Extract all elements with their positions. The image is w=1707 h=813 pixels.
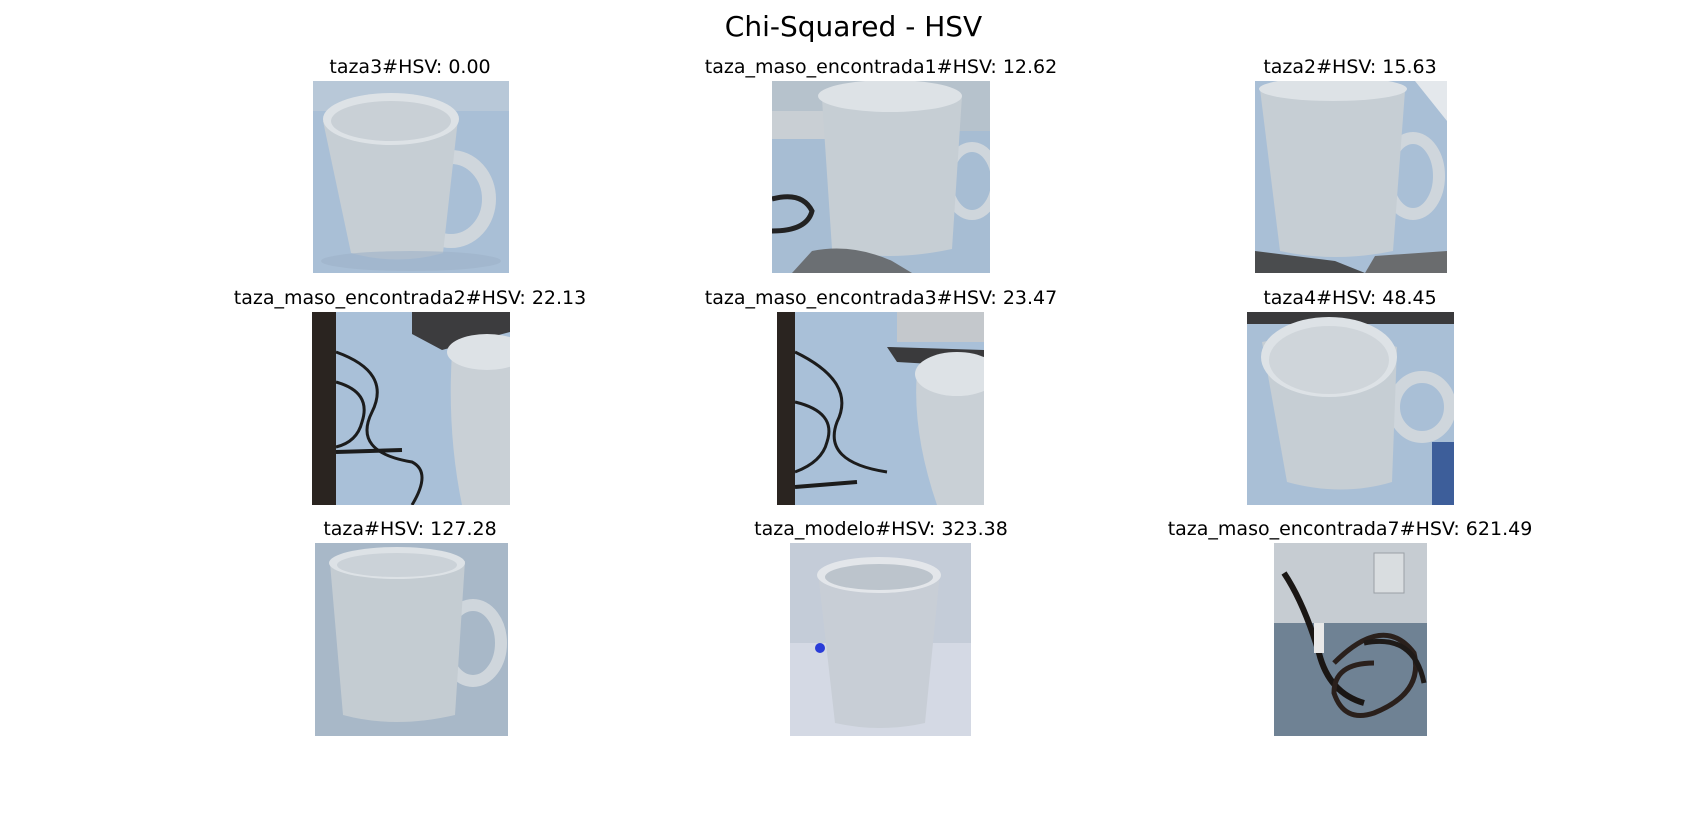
thumbnail-taza [315,543,508,736]
cables-image [777,312,984,505]
panel-title-taza: taza#HSV: 127.28 [323,518,497,540]
panel-title-taza4: taza4#HSV: 48.45 [1263,287,1437,309]
thumbnail-taza-maso-encontrada2 [312,312,510,505]
mug-image [1247,312,1454,505]
thumbnail-taza2 [1255,81,1447,273]
panel-title-taza-maso-encontrada1: taza_maso_encontrada1#HSV: 12.62 [704,56,1058,78]
panel-title-taza-maso-encontrada2: taza_maso_encontrada2#HSV: 22.13 [233,287,587,309]
mug-image [315,543,508,736]
panel-title-taza-maso-encontrada7: taza_maso_encontrada7#HSV: 621.49 [1167,518,1533,540]
cup-image [790,543,971,736]
figure-title: Chi-Squared - HSV [724,10,983,43]
mug-image [313,81,509,273]
thumbnail-taza-maso-encontrada7 [1274,543,1427,736]
mug-image [772,81,990,273]
thumbnail-taza-maso-encontrada1 [772,81,990,273]
thumbnail-taza3 [313,81,509,273]
panel-title-taza2: taza2#HSV: 15.63 [1263,56,1437,78]
thumbnail-taza-maso-encontrada3 [777,312,984,505]
cables-image [312,312,510,505]
cables-image [1274,543,1427,736]
thumbnail-taza-modelo [790,543,971,736]
mug-image [1255,81,1447,273]
panel-title-taza-modelo: taza_modelo#HSV: 323.38 [754,518,1008,540]
panel-title-taza-maso-encontrada3: taza_maso_encontrada3#HSV: 23.47 [704,287,1058,309]
panel-title-taza3: taza3#HSV: 0.00 [329,56,491,78]
thumbnail-taza4 [1247,312,1454,505]
